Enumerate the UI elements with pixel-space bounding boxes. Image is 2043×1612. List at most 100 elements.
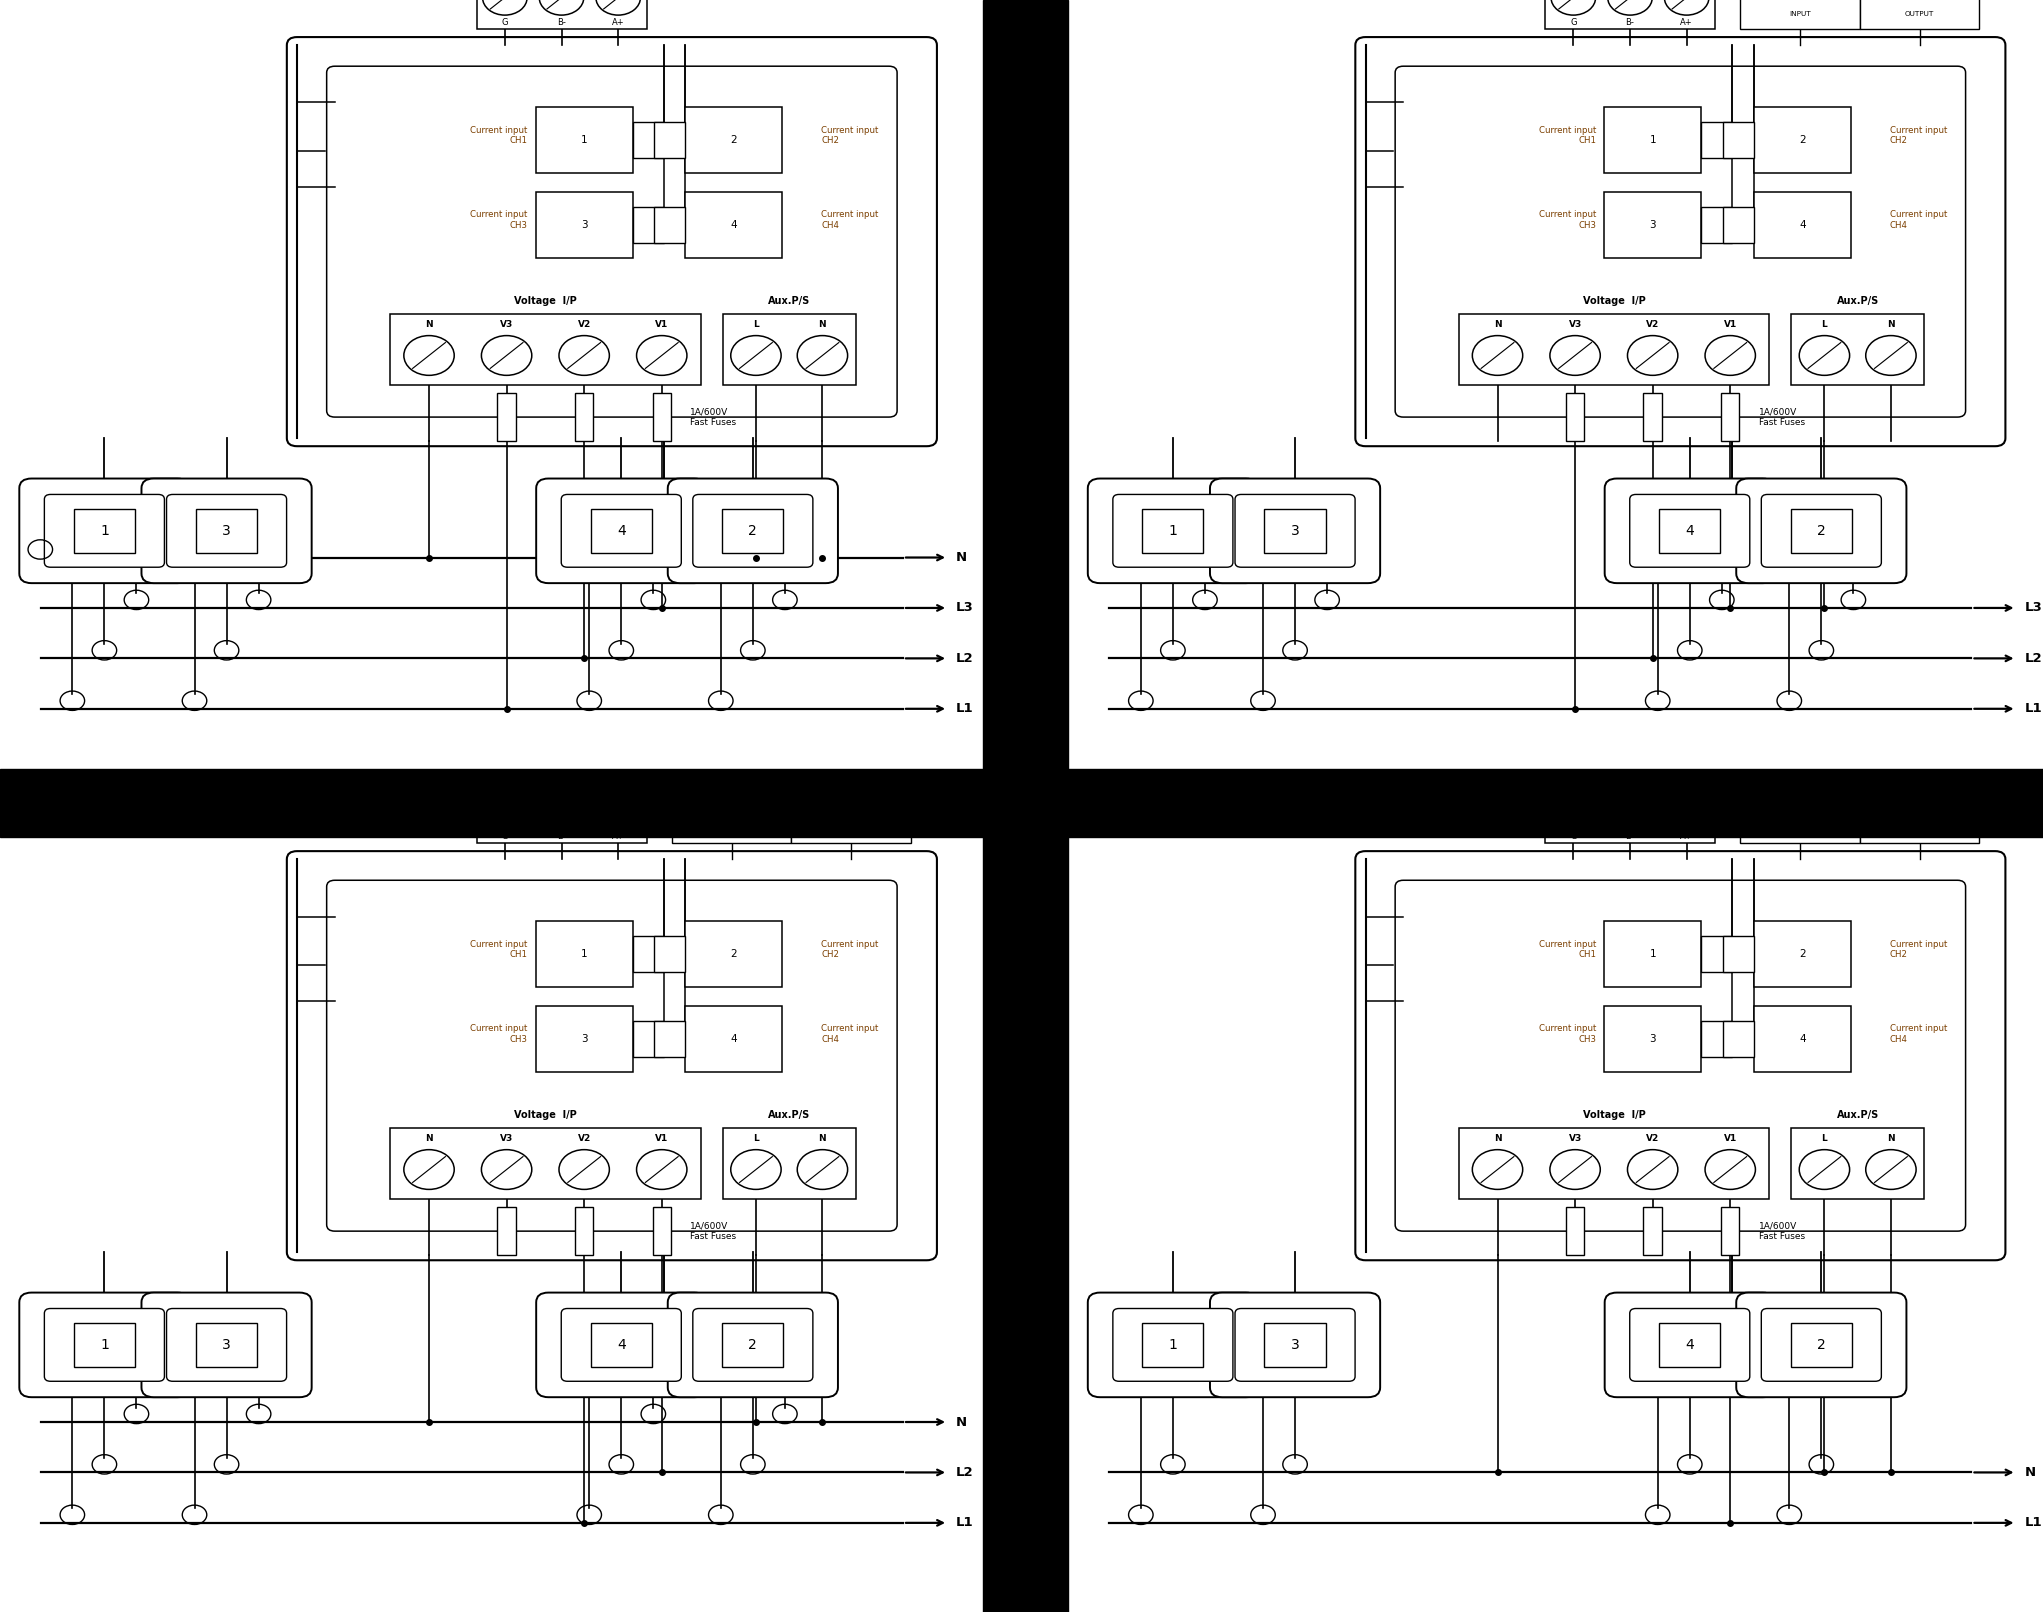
FancyBboxPatch shape <box>1087 1293 1258 1398</box>
Text: 2: 2 <box>748 524 758 538</box>
Text: V3: V3 <box>1569 321 1581 329</box>
Bar <box>535 922 633 987</box>
Bar <box>535 108 633 172</box>
Text: Current input
CH1: Current input CH1 <box>470 940 527 959</box>
Bar <box>684 192 782 258</box>
Bar <box>1604 1006 1702 1072</box>
Text: Current input
CH3: Current input CH3 <box>470 1024 527 1043</box>
Bar <box>684 922 782 987</box>
Bar <box>1265 1323 1326 1367</box>
Text: B-: B- <box>1626 18 1634 27</box>
Text: Current input
CH4: Current input CH4 <box>1890 1024 1947 1043</box>
Bar <box>1720 1207 1739 1254</box>
Bar <box>1659 1323 1720 1367</box>
Bar <box>1604 108 1702 172</box>
Text: A+: A+ <box>611 18 625 27</box>
Text: Current input
CH1: Current input CH1 <box>470 126 527 145</box>
FancyBboxPatch shape <box>1737 1293 1906 1398</box>
Bar <box>1643 1207 1661 1254</box>
Text: 1: 1 <box>580 949 588 959</box>
Bar <box>1722 1020 1753 1057</box>
Text: Voltage  I/P: Voltage I/P <box>515 1111 576 1120</box>
Text: G: G <box>1571 18 1577 27</box>
FancyBboxPatch shape <box>693 1309 813 1381</box>
Bar <box>791 788 911 843</box>
FancyBboxPatch shape <box>141 479 313 584</box>
FancyBboxPatch shape <box>535 479 707 584</box>
Text: 1: 1 <box>100 524 108 538</box>
Bar <box>196 1323 257 1367</box>
Bar <box>654 123 684 158</box>
FancyBboxPatch shape <box>286 37 938 447</box>
Text: 1: 1 <box>1169 1338 1177 1352</box>
Text: 4: 4 <box>1800 1033 1806 1045</box>
Text: L: L <box>754 1135 758 1143</box>
Text: Current input
CH1: Current input CH1 <box>1538 126 1596 145</box>
Text: Current input
CH4: Current input CH4 <box>821 210 878 229</box>
Text: 2: 2 <box>1800 135 1806 145</box>
Bar <box>1792 1128 1925 1199</box>
Text: Aux.P/S: Aux.P/S <box>768 297 811 306</box>
Bar <box>574 1207 592 1254</box>
Text: 1: 1 <box>100 1338 108 1352</box>
Text: Current input
CH4: Current input CH4 <box>821 1024 878 1043</box>
Text: V2: V2 <box>578 1135 590 1143</box>
Bar <box>390 1128 701 1199</box>
Text: V3: V3 <box>501 1135 513 1143</box>
FancyBboxPatch shape <box>1604 479 1775 584</box>
Text: G: G <box>503 832 509 841</box>
Text: 3: 3 <box>223 524 231 538</box>
FancyBboxPatch shape <box>327 66 897 418</box>
Text: 1: 1 <box>1649 135 1657 145</box>
Text: 4: 4 <box>617 524 625 538</box>
FancyBboxPatch shape <box>693 495 813 567</box>
Bar <box>1741 788 1859 843</box>
Text: B-: B- <box>558 18 566 27</box>
Text: Voltage  I/P: Voltage I/P <box>1583 1111 1645 1120</box>
Text: Voltage  I/P: Voltage I/P <box>515 297 576 306</box>
FancyBboxPatch shape <box>1355 851 2006 1261</box>
Text: 1: 1 <box>1649 949 1657 959</box>
FancyBboxPatch shape <box>141 1293 313 1398</box>
Text: Aux.P/S: Aux.P/S <box>1837 1111 1880 1120</box>
FancyBboxPatch shape <box>1209 479 1381 584</box>
Bar <box>1720 393 1739 440</box>
Bar <box>74 509 135 553</box>
Text: Current input
CH3: Current input CH3 <box>1538 1024 1596 1043</box>
Bar <box>633 1020 664 1057</box>
FancyBboxPatch shape <box>1087 479 1258 584</box>
FancyBboxPatch shape <box>562 1309 680 1381</box>
Bar <box>590 1323 652 1367</box>
Text: V1: V1 <box>656 1135 668 1143</box>
Text: INPUT: INPUT <box>1790 11 1810 18</box>
Bar <box>652 393 670 440</box>
Text: 3: 3 <box>1649 1033 1657 1045</box>
FancyBboxPatch shape <box>1604 1293 1775 1398</box>
Bar <box>1142 509 1203 553</box>
Bar <box>654 206 684 243</box>
FancyBboxPatch shape <box>535 1293 707 1398</box>
Bar <box>723 314 856 385</box>
FancyBboxPatch shape <box>327 880 897 1232</box>
Bar <box>1142 1323 1203 1367</box>
Text: 1A/600V
Fast Fuses: 1A/600V Fast Fuses <box>1759 1222 1804 1241</box>
Text: L2: L2 <box>956 1465 975 1478</box>
Text: INPUT: INPUT <box>1790 825 1810 832</box>
Text: L2: L2 <box>2025 651 2043 664</box>
Bar <box>633 937 664 972</box>
Text: L3: L3 <box>2025 601 2043 614</box>
Text: G: G <box>1571 832 1577 841</box>
Text: 2: 2 <box>1800 949 1806 959</box>
Text: 4: 4 <box>731 1033 738 1045</box>
Bar <box>1702 123 1732 158</box>
Bar <box>654 1020 684 1057</box>
Text: INPUT: INPUT <box>721 825 742 832</box>
Text: 4: 4 <box>617 1338 625 1352</box>
Bar <box>1643 393 1661 440</box>
Text: Aux.P/S: Aux.P/S <box>768 1111 811 1120</box>
Bar <box>1702 1020 1732 1057</box>
Bar <box>652 1207 670 1254</box>
FancyBboxPatch shape <box>1630 1309 1749 1381</box>
Bar <box>723 509 782 553</box>
Text: B-: B- <box>558 832 566 841</box>
